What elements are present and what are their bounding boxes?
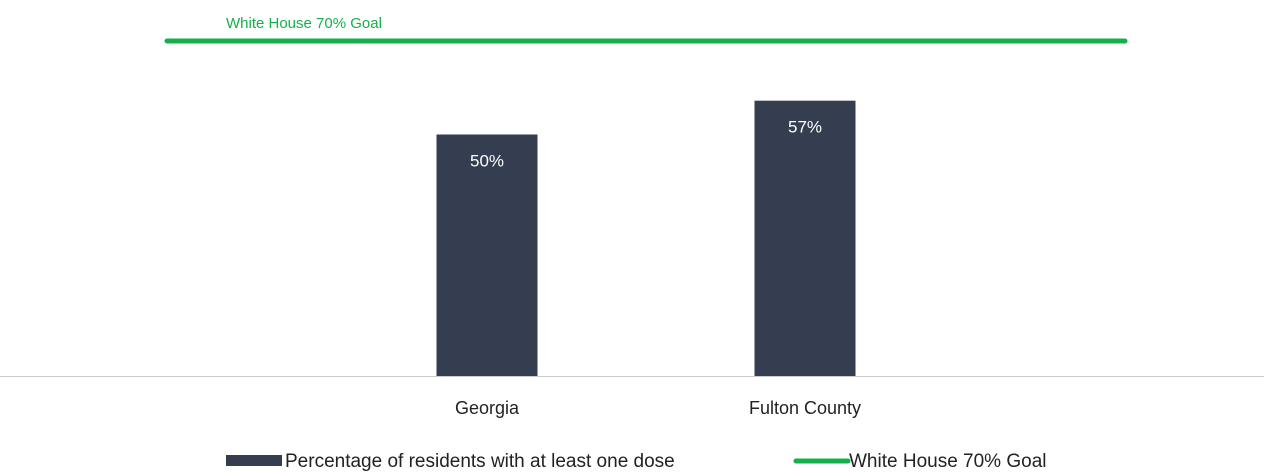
bar-fulton-county [754,100,856,376]
goal-reference-label: White House 70% Goal [226,15,382,32]
bar-value-label: 50% [470,152,504,171]
legend: Percentage of residents with at least on… [226,451,1047,472]
bars-group: 50% 57% [436,100,856,376]
legend-label-goal: White House 70% Goal [849,451,1047,472]
category-label: Fulton County [749,398,861,418]
legend-label-bars: Percentage of residents with at least on… [285,451,675,472]
goal-reference-group: White House 70% Goal [164,15,1128,44]
bar-georgia [436,134,538,376]
legend-swatch-bars [226,455,282,466]
bar-value-label: 57% [788,118,822,137]
category-label: Georgia [455,398,520,418]
category-labels: Georgia Fulton County [455,398,861,418]
